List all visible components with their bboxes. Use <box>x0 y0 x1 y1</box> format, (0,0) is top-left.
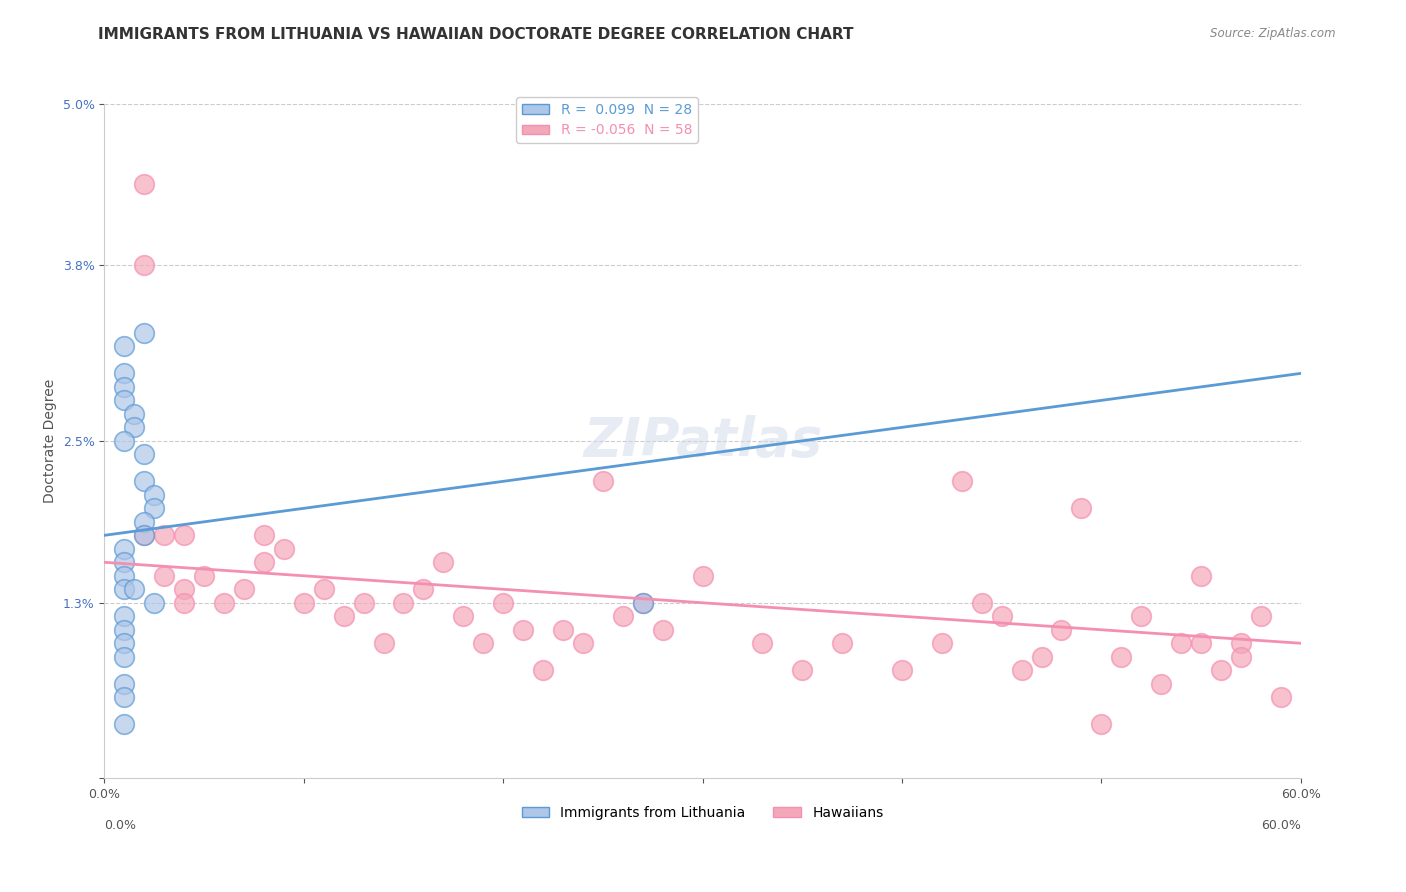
Point <box>292 596 315 610</box>
Point <box>412 582 434 597</box>
Point <box>751 636 773 650</box>
Point <box>792 663 814 677</box>
Point <box>1031 649 1053 664</box>
Point <box>134 475 156 489</box>
Point <box>531 663 554 677</box>
Point <box>212 596 235 610</box>
Point <box>373 636 395 650</box>
Point <box>112 393 135 408</box>
Point <box>134 528 156 542</box>
Point <box>453 609 475 624</box>
Point <box>112 380 135 394</box>
Point <box>153 528 176 542</box>
Point <box>1050 623 1073 637</box>
Point <box>112 609 135 624</box>
Point <box>134 515 156 529</box>
Y-axis label: Doctorate Degree: Doctorate Degree <box>44 379 58 503</box>
Point <box>112 677 135 691</box>
Point <box>651 623 673 637</box>
Text: 0.0%: 0.0% <box>104 819 136 831</box>
Point <box>1130 609 1153 624</box>
Point <box>233 582 256 597</box>
Point <box>112 367 135 381</box>
Point <box>432 555 454 569</box>
Point <box>134 528 156 542</box>
Point <box>134 259 156 273</box>
Point <box>173 596 195 610</box>
Text: 60.0%: 60.0% <box>1261 819 1301 831</box>
Point <box>1230 636 1253 650</box>
Point <box>631 596 654 610</box>
Point <box>124 420 146 434</box>
Point <box>253 555 276 569</box>
Point <box>592 475 614 489</box>
Point <box>353 596 375 610</box>
Point <box>153 569 176 583</box>
Point <box>1230 649 1253 664</box>
Point <box>551 623 574 637</box>
Point <box>492 596 515 610</box>
Point <box>112 690 135 705</box>
Point <box>1150 677 1173 691</box>
Point <box>112 649 135 664</box>
Point <box>112 636 135 650</box>
Point <box>831 636 853 650</box>
Point <box>1209 663 1232 677</box>
Point <box>1189 569 1212 583</box>
Point <box>1070 501 1092 516</box>
Point <box>1270 690 1292 705</box>
Point <box>1011 663 1033 677</box>
Point <box>112 582 135 597</box>
Point <box>124 407 146 421</box>
Point <box>273 541 295 556</box>
Text: IMMIGRANTS FROM LITHUANIA VS HAWAIIAN DOCTORATE DEGREE CORRELATION CHART: IMMIGRANTS FROM LITHUANIA VS HAWAIIAN DO… <box>98 27 853 42</box>
Point <box>312 582 335 597</box>
Point <box>631 596 654 610</box>
Point <box>112 717 135 731</box>
Point <box>173 528 195 542</box>
Point <box>692 569 714 583</box>
Point <box>572 636 595 650</box>
Point <box>472 636 495 650</box>
Point <box>392 596 415 610</box>
Legend: Immigrants from Lithuania, Hawaiians: Immigrants from Lithuania, Hawaiians <box>516 800 889 825</box>
Point <box>193 569 215 583</box>
Point <box>612 609 634 624</box>
Point <box>950 475 973 489</box>
Point <box>143 596 166 610</box>
Point <box>332 609 354 624</box>
Point <box>891 663 914 677</box>
Point <box>112 555 135 569</box>
Point <box>253 528 276 542</box>
Point <box>143 488 166 502</box>
Point <box>931 636 953 650</box>
Point <box>970 596 993 610</box>
Point <box>1090 717 1112 731</box>
Point <box>112 623 135 637</box>
Point <box>112 434 135 448</box>
Point <box>124 582 146 597</box>
Point <box>143 501 166 516</box>
Point <box>1250 609 1272 624</box>
Text: Source: ZipAtlas.com: Source: ZipAtlas.com <box>1211 27 1336 40</box>
Point <box>134 447 156 461</box>
Point <box>1189 636 1212 650</box>
Point <box>990 609 1012 624</box>
Point <box>1170 636 1192 650</box>
Point <box>173 582 195 597</box>
Point <box>112 339 135 353</box>
Point <box>512 623 534 637</box>
Point <box>112 569 135 583</box>
Point <box>112 541 135 556</box>
Point <box>134 326 156 340</box>
Text: ZIPatlas: ZIPatlas <box>583 415 823 467</box>
Point <box>1111 649 1133 664</box>
Point <box>134 178 156 192</box>
